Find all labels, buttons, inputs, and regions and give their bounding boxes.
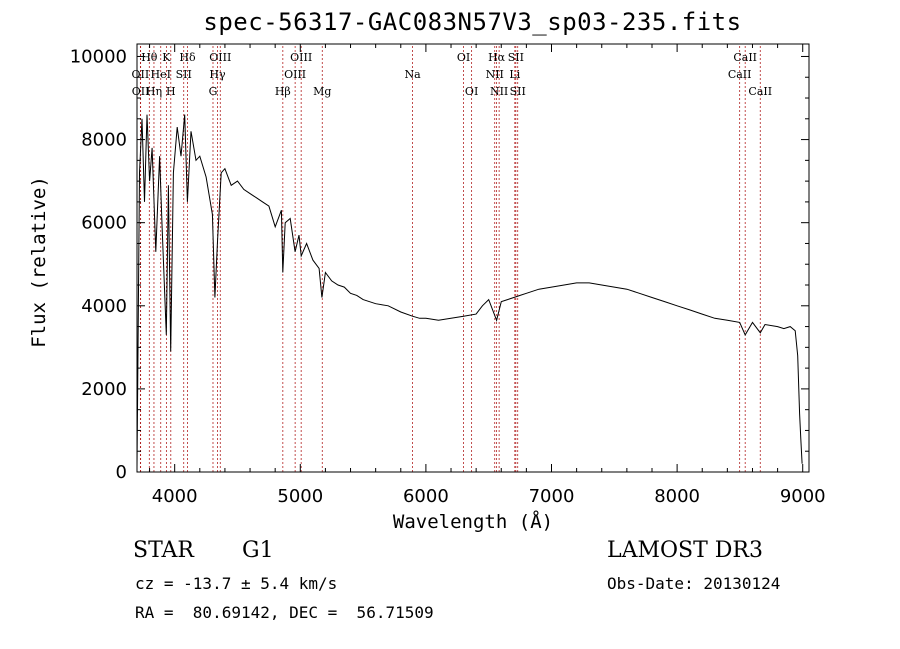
line-marker-label: OIII — [209, 51, 231, 64]
line-marker-label: OI — [457, 51, 470, 64]
spectrum-line — [136, 114, 803, 468]
line-marker-label: SII — [510, 85, 526, 98]
line-marker-label: Li — [509, 68, 520, 81]
obs-date: Obs-Date: 20130124 — [607, 574, 781, 593]
x-tick-label: 7000 — [529, 486, 575, 507]
y-axis-label: Flux (relative) — [28, 176, 50, 348]
line-marker-label: Hθ — [141, 51, 158, 64]
line-marker-label: HeI — [151, 68, 171, 81]
line-marker-label: OIII — [284, 68, 306, 81]
x-axis-ticks: 4000 5000 6000 7000 8000 9000 — [149, 44, 826, 507]
survey-name: LAMOST DR3 — [607, 538, 763, 563]
line-marker-label: OII — [132, 68, 150, 81]
redshift-text: cz = -13.7 ± 5.4 km/s — [135, 574, 338, 593]
x-tick-label: 5000 — [277, 486, 323, 507]
y-tick-label: 4000 — [81, 296, 127, 317]
line-marker-label: Mg — [313, 85, 331, 98]
y-tick-label: 10000 — [70, 46, 127, 67]
y-axis-ticks: 0 2000 4000 6000 8000 10000 — [70, 46, 809, 483]
line-marker-label: Hα — [488, 51, 506, 64]
plot-frame — [136, 43, 810, 473]
chart-title: spec-56317-GAC083N57V3_sp03-235.fits — [203, 8, 742, 36]
line-marker-label: NII — [486, 68, 504, 81]
subclass: G1 — [242, 538, 274, 563]
line-marker-label: SII — [176, 68, 192, 81]
x-axis-label: Wavelength (Å) — [393, 510, 553, 533]
line-marker-label: NII — [490, 85, 508, 98]
line-marker-label: Hγ — [209, 68, 226, 81]
x-tick-label: 4000 — [152, 486, 198, 507]
y-tick-label: 2000 — [81, 379, 127, 400]
x-tick-label: 8000 — [654, 486, 700, 507]
x-tick-label: 6000 — [403, 486, 449, 507]
line-marker-label: Hη — [146, 85, 162, 98]
line-marker-label: H — [166, 85, 176, 98]
y-tick-label: 6000 — [81, 213, 127, 234]
y-tick-label: 0 — [116, 462, 127, 483]
line-marker-labels: OIIOIIHθHηHeIKHSIIHδGHγOIIIHβOIIIOIIIMgN… — [132, 51, 773, 98]
line-marker-label: CaII — [733, 51, 757, 64]
coordinates-text: RA = 80.69142, DEC = 56.71509 — [135, 603, 434, 622]
line-marker-label: G — [209, 85, 218, 98]
line-marker-label: K — [162, 51, 171, 64]
line-marker-label: Hδ — [179, 51, 196, 64]
line-marker-label: CaII — [748, 85, 772, 98]
line-marker-label: SII — [508, 51, 524, 64]
line-marker-label: OI — [465, 85, 478, 98]
line-markers — [139, 46, 761, 472]
line-marker-label: Na — [404, 68, 421, 81]
object-class: STAR — [133, 538, 194, 563]
x-tick-label: 9000 — [780, 486, 826, 507]
line-marker-label: Hβ — [275, 85, 291, 98]
y-tick-label: 8000 — [81, 130, 127, 151]
line-marker-label: OII — [132, 85, 150, 98]
line-marker-label: OIII — [290, 51, 312, 64]
line-marker-label: CaII — [728, 68, 752, 81]
